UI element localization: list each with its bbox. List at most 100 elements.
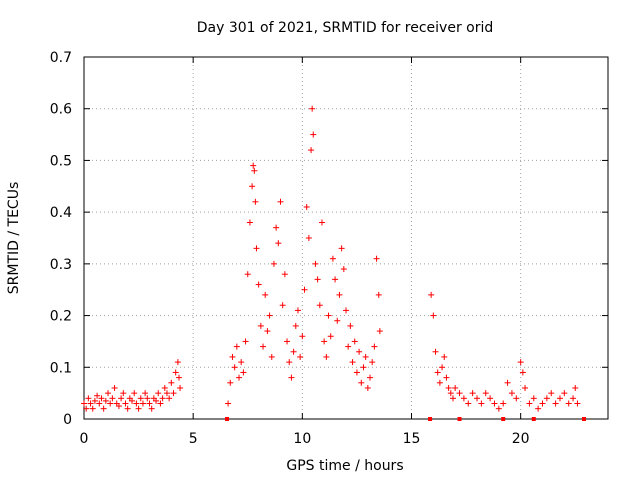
data-point	[273, 224, 280, 231]
gap-marker	[501, 417, 506, 421]
data-point	[268, 353, 275, 360]
data-point	[175, 374, 182, 381]
y-axis-label: SRMTID / TECUs	[6, 182, 22, 295]
data-point	[543, 395, 550, 402]
data-point	[340, 266, 347, 273]
data-point	[303, 203, 310, 210]
data-point	[262, 291, 269, 298]
data-point	[362, 353, 369, 360]
data-point	[517, 359, 524, 366]
data-point	[441, 353, 448, 360]
data-point	[161, 384, 168, 391]
data-point	[172, 369, 179, 376]
data-point	[449, 395, 456, 402]
data-point	[513, 395, 520, 402]
data-point	[277, 198, 284, 205]
data-point	[519, 369, 526, 376]
data-point	[310, 131, 317, 138]
data-point	[376, 328, 383, 335]
data-point	[288, 374, 295, 381]
data-point	[135, 405, 142, 412]
data-point	[284, 338, 291, 345]
data-point	[266, 312, 273, 319]
data-point	[229, 353, 236, 360]
y-tick-label: 0.5	[50, 153, 72, 169]
data-point	[561, 390, 568, 397]
data-point	[478, 400, 485, 407]
data-point	[456, 390, 463, 397]
grid-lines	[84, 57, 608, 419]
data-point	[270, 260, 277, 267]
data-point	[323, 353, 330, 360]
data-point	[552, 400, 559, 407]
gap-marker	[225, 417, 230, 421]
data-point	[539, 400, 546, 407]
data-point	[465, 400, 472, 407]
data-point	[371, 343, 378, 350]
data-point	[260, 343, 267, 350]
data-point	[432, 348, 439, 355]
data-point	[345, 343, 352, 350]
data-point	[452, 384, 459, 391]
gap-marker	[531, 417, 536, 421]
data-point	[556, 395, 563, 402]
data-point	[522, 384, 529, 391]
data-point	[131, 390, 138, 397]
data-point	[353, 369, 360, 376]
data-point	[321, 338, 328, 345]
y-tick-label: 0.3	[50, 257, 72, 273]
data-point	[574, 400, 581, 407]
data-point	[98, 395, 105, 402]
data-point	[334, 317, 341, 324]
data-point	[336, 291, 343, 298]
data-point	[308, 147, 315, 154]
data-point	[325, 312, 332, 319]
data-point	[111, 384, 118, 391]
data-point	[249, 183, 256, 190]
data-point	[286, 359, 293, 366]
data-point	[526, 400, 533, 407]
data-point	[504, 379, 511, 386]
y-tick-label: 0	[63, 412, 72, 428]
data-point	[364, 384, 371, 391]
data-point	[91, 397, 98, 404]
gap-marker	[428, 417, 433, 421]
data-point	[105, 390, 112, 397]
data-point	[100, 405, 107, 412]
x-axis-label: GPS time / hours	[286, 458, 403, 474]
data-point	[508, 390, 515, 397]
data-point	[177, 384, 184, 391]
data-point	[358, 379, 365, 386]
data-point	[281, 271, 288, 278]
data-point	[81, 400, 87, 407]
x-tick-label: 0	[80, 431, 89, 447]
data-point	[148, 405, 155, 412]
x-tick-label: 5	[189, 431, 198, 447]
data-point	[252, 198, 259, 205]
data-point	[109, 395, 116, 402]
data-point	[155, 390, 162, 397]
data-point	[292, 322, 299, 329]
plot-frame	[83, 56, 609, 420]
y-tick-label: 0.7	[50, 50, 72, 66]
data-point	[133, 400, 140, 407]
data-point	[122, 400, 129, 407]
data-point	[530, 395, 537, 402]
data-point	[482, 390, 489, 397]
data-point	[102, 397, 109, 404]
data-point	[129, 397, 136, 404]
data-point	[253, 245, 260, 252]
data-point	[264, 328, 271, 335]
data-point	[144, 395, 151, 402]
data-point	[159, 395, 166, 402]
data-points	[81, 105, 581, 412]
data-point	[297, 353, 304, 360]
data-point	[166, 395, 173, 402]
data-point	[146, 400, 153, 407]
data-point	[255, 281, 262, 288]
data-point	[469, 390, 476, 397]
data-point	[500, 400, 507, 407]
data-point	[299, 333, 306, 340]
data-point	[343, 307, 349, 314]
data-point	[460, 395, 467, 402]
